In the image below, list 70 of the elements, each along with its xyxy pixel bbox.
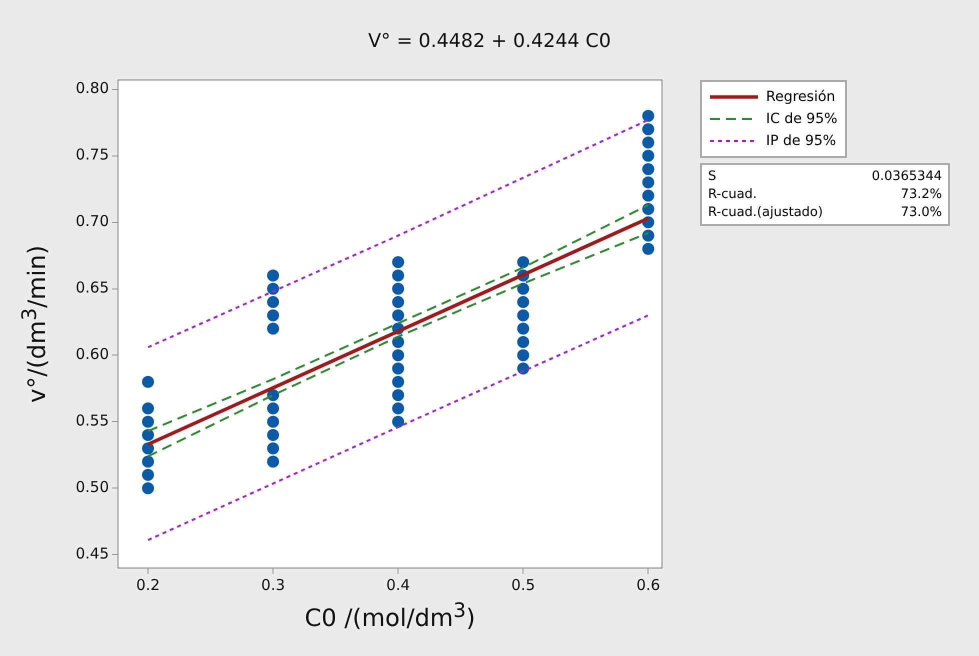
point xyxy=(267,322,280,335)
point xyxy=(642,136,654,148)
point xyxy=(642,163,654,176)
legend-label: IC de 95% xyxy=(766,111,838,127)
y-tick-label: 0.80 xyxy=(76,79,109,98)
y-tick-label: 0.60 xyxy=(76,345,109,364)
point xyxy=(642,150,654,162)
point xyxy=(267,282,280,295)
point xyxy=(267,456,280,468)
chart-title: V° = 0.4482 + 0.4244 C0 xyxy=(367,30,612,52)
point xyxy=(392,256,404,268)
point xyxy=(142,482,154,494)
x-tick-label: 0.6 xyxy=(636,576,660,594)
point xyxy=(392,282,404,295)
x-tick-label: 0.5 xyxy=(511,576,536,594)
y-tick-label: 0.50 xyxy=(76,478,109,496)
point xyxy=(142,416,154,428)
point xyxy=(642,110,654,122)
y-tick-label: 0.55 xyxy=(76,412,109,430)
point xyxy=(642,242,654,255)
point xyxy=(517,322,530,335)
legend-label: Regresión xyxy=(766,89,836,105)
point xyxy=(642,123,654,136)
point xyxy=(642,190,654,202)
point xyxy=(642,202,654,215)
point xyxy=(392,389,404,402)
point xyxy=(267,429,280,442)
point xyxy=(267,442,280,454)
point xyxy=(392,309,404,322)
point xyxy=(517,282,530,295)
text: 73.2% xyxy=(900,187,942,202)
point xyxy=(142,376,154,388)
point xyxy=(142,442,154,454)
text: 73.0% xyxy=(900,205,942,220)
point xyxy=(517,349,530,362)
y-tick-label: 0.45 xyxy=(76,544,109,563)
x-tick-label: 0.4 xyxy=(386,576,410,594)
point xyxy=(392,402,404,414)
point xyxy=(642,230,654,242)
point xyxy=(267,402,280,414)
legend-label: IP de 95% xyxy=(766,133,836,149)
x-axis-title: C0 /(mol/dm$^{3}$) xyxy=(304,598,476,632)
point xyxy=(142,429,154,442)
point xyxy=(142,468,154,481)
point xyxy=(267,309,280,322)
point xyxy=(642,176,654,188)
point xyxy=(142,456,154,468)
point xyxy=(392,362,404,375)
y-tick-label: 0.65 xyxy=(76,278,109,297)
point xyxy=(517,309,530,322)
point xyxy=(517,256,530,268)
x-tick-label: 0.3 xyxy=(261,576,285,594)
y-tick-label: 0.70 xyxy=(76,212,109,230)
point xyxy=(267,269,280,282)
point xyxy=(142,402,154,414)
text: R-cuad. xyxy=(708,187,758,202)
point xyxy=(392,416,404,428)
point xyxy=(392,376,404,388)
point xyxy=(392,296,404,308)
point xyxy=(517,296,530,308)
text: 0.0365344 xyxy=(872,169,942,184)
point xyxy=(267,416,280,428)
text: S xyxy=(708,169,718,184)
text: R-cuad.(ajustado) xyxy=(708,205,824,220)
point xyxy=(392,349,404,362)
point xyxy=(267,296,280,308)
point xyxy=(392,269,404,282)
y-tick-label: 0.75 xyxy=(76,146,109,164)
point xyxy=(517,336,530,348)
x-tick-label: 0.2 xyxy=(136,576,160,594)
